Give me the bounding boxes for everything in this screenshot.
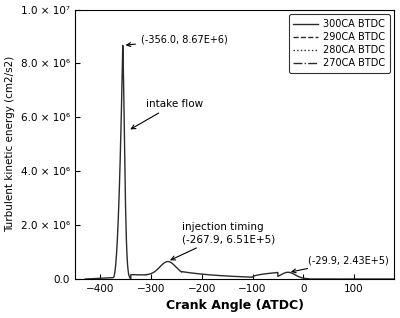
Text: (-29.9, 2.43E+5): (-29.9, 2.43E+5) — [292, 255, 389, 273]
Y-axis label: Turbulent kinetic energy (cm2/s2): Turbulent kinetic energy (cm2/s2) — [6, 56, 16, 232]
Text: (-356.0, 8.67E+6): (-356.0, 8.67E+6) — [127, 34, 228, 46]
Text: injection timing
(-267.9, 6.51E+5): injection timing (-267.9, 6.51E+5) — [171, 222, 275, 260]
X-axis label: Crank Angle (ATDC): Crank Angle (ATDC) — [166, 300, 304, 313]
Legend: 300CA BTDC, 290CA BTDC, 280CA BTDC, 270CA BTDC: 300CA BTDC, 290CA BTDC, 280CA BTDC, 270C… — [288, 14, 390, 73]
Text: intake flow: intake flow — [131, 99, 203, 129]
